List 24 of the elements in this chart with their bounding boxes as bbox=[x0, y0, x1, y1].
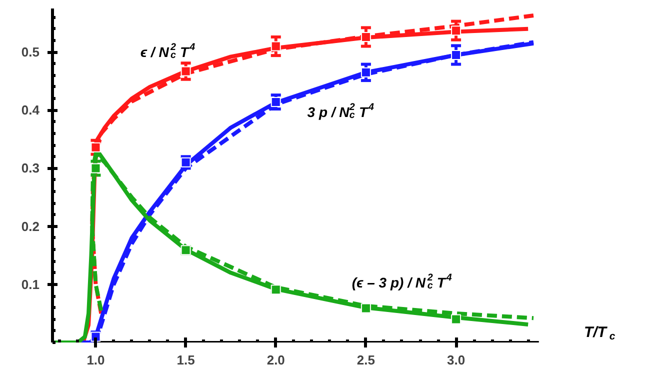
x-tick-label: 3.0 bbox=[446, 352, 466, 368]
point bbox=[360, 303, 371, 314]
point bbox=[451, 26, 462, 36]
x-tick-label: 2.5 bbox=[356, 352, 375, 368]
point bbox=[360, 67, 371, 78]
y-tick-label: 0.3 bbox=[21, 160, 40, 176]
point bbox=[270, 284, 281, 295]
point bbox=[360, 32, 371, 42]
point bbox=[180, 66, 191, 76]
point bbox=[451, 314, 462, 324]
point bbox=[270, 97, 281, 108]
point bbox=[270, 41, 281, 52]
x-tick-label: 1.0 bbox=[86, 352, 105, 368]
point bbox=[90, 163, 101, 174]
y-tick-label: 0.4 bbox=[21, 102, 40, 118]
x-tick-label: 1.5 bbox=[176, 352, 195, 368]
y-tick-label: 0.5 bbox=[21, 44, 40, 60]
point bbox=[180, 157, 191, 168]
x-tick-label: 2.0 bbox=[266, 352, 285, 368]
line-series bbox=[52, 152, 530, 342]
point bbox=[90, 142, 101, 152]
y-tick-label: 0.2 bbox=[21, 218, 40, 234]
point bbox=[451, 50, 462, 60]
y-tick-label: 0.1 bbox=[21, 276, 40, 292]
